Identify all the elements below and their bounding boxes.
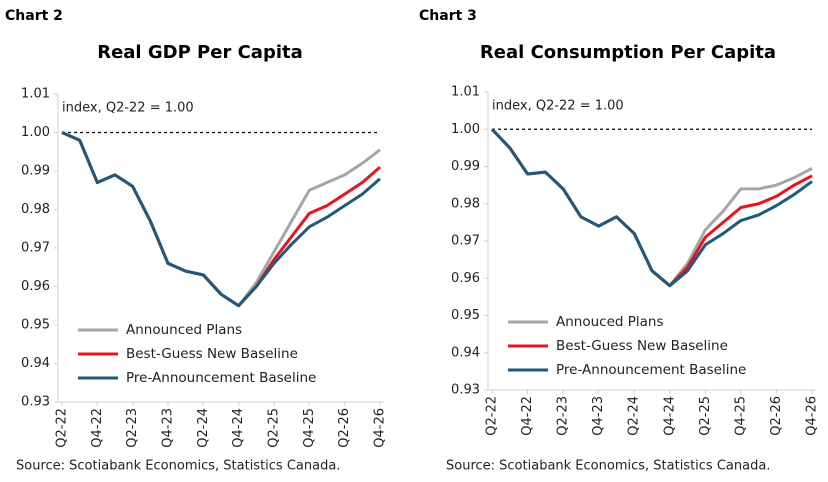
y-tick-label: 0.93 [21,395,50,410]
y-tick-label: 0.95 [451,308,480,323]
chart-title: Real Consumption Per Capita [480,42,776,63]
x-tick-label: Q2-25 [267,408,282,448]
x-tick-label: Q4-23 [161,408,176,448]
x-tick-label: Q4-26 [805,396,820,436]
y-tick-label: 0.93 [451,383,480,398]
y-tick-label: 0.99 [21,164,50,179]
x-tick-label: Q2-24 [196,408,211,448]
series-line [490,128,813,288]
x-tick-label: Q2-25 [698,396,713,436]
y-tick-label: 0.96 [451,271,480,286]
y-tick-label: 1.00 [451,122,480,137]
y-tick-label: 0.94 [451,345,480,360]
y-tick-label: 0.95 [21,318,50,333]
x-tick-label: Q4-22 [520,396,535,436]
x-tick-label: Q4-24 [231,408,246,448]
x-tick-label: Q4-26 [373,408,388,448]
y-tick-label: 0.98 [451,196,480,211]
annotation: index, Q2-22 = 1.00 [492,99,624,114]
x-tick-label: Q2-26 [337,408,352,448]
chart-label: Chart 3 [419,8,477,24]
legend-label: Pre-Announcement Baseline [126,370,316,386]
series-line [490,128,813,288]
series-line [490,128,813,288]
legend-label: Pre-Announcement Baseline [556,362,746,378]
y-tick-label: 0.99 [451,159,480,174]
legend-label: Best-Guess New Baseline [556,338,728,354]
series-line [61,131,381,308]
x-tick-label: Q4-23 [591,396,606,436]
x-tick-label: Q2-22 [55,408,70,448]
y-tick-label: 1.01 [451,85,480,100]
x-tick-label: Q2-26 [769,396,784,436]
y-tick-label: 1.00 [21,125,50,140]
source: Source: Scotiabank Economics, Statistics… [446,459,770,474]
y-tick-label: 1.01 [21,87,50,102]
x-tick-label: Q2-23 [125,408,140,448]
y-tick-label: 0.94 [21,356,50,371]
x-tick-label: Q4-24 [662,396,677,436]
y-tick-label: 0.98 [21,202,50,217]
x-tick-label: Q2-22 [485,396,500,436]
chart-title: Real GDP Per Capita [97,42,303,63]
source: Source: Scotiabank Economics, Statistics… [16,459,340,474]
x-tick-label: Q2-23 [556,396,571,436]
series-line [61,131,381,308]
x-tick-label: Q4-22 [90,408,105,448]
chart-label: Chart 2 [5,8,63,24]
y-tick-label: 0.97 [21,241,50,256]
legend-label: Announced Plans [126,322,242,338]
y-tick-label: 0.96 [21,279,50,294]
x-tick-label: Q4-25 [302,408,317,448]
legend-label: Annouced Plans [556,314,664,330]
series-line [61,131,381,308]
x-tick-label: Q2-24 [627,396,642,436]
y-tick-label: 0.97 [451,234,480,249]
legend-label: Best-Guess New Baseline [126,346,298,362]
x-tick-label: Q4-25 [733,396,748,436]
annotation: index, Q2-22 = 1.00 [62,101,194,116]
